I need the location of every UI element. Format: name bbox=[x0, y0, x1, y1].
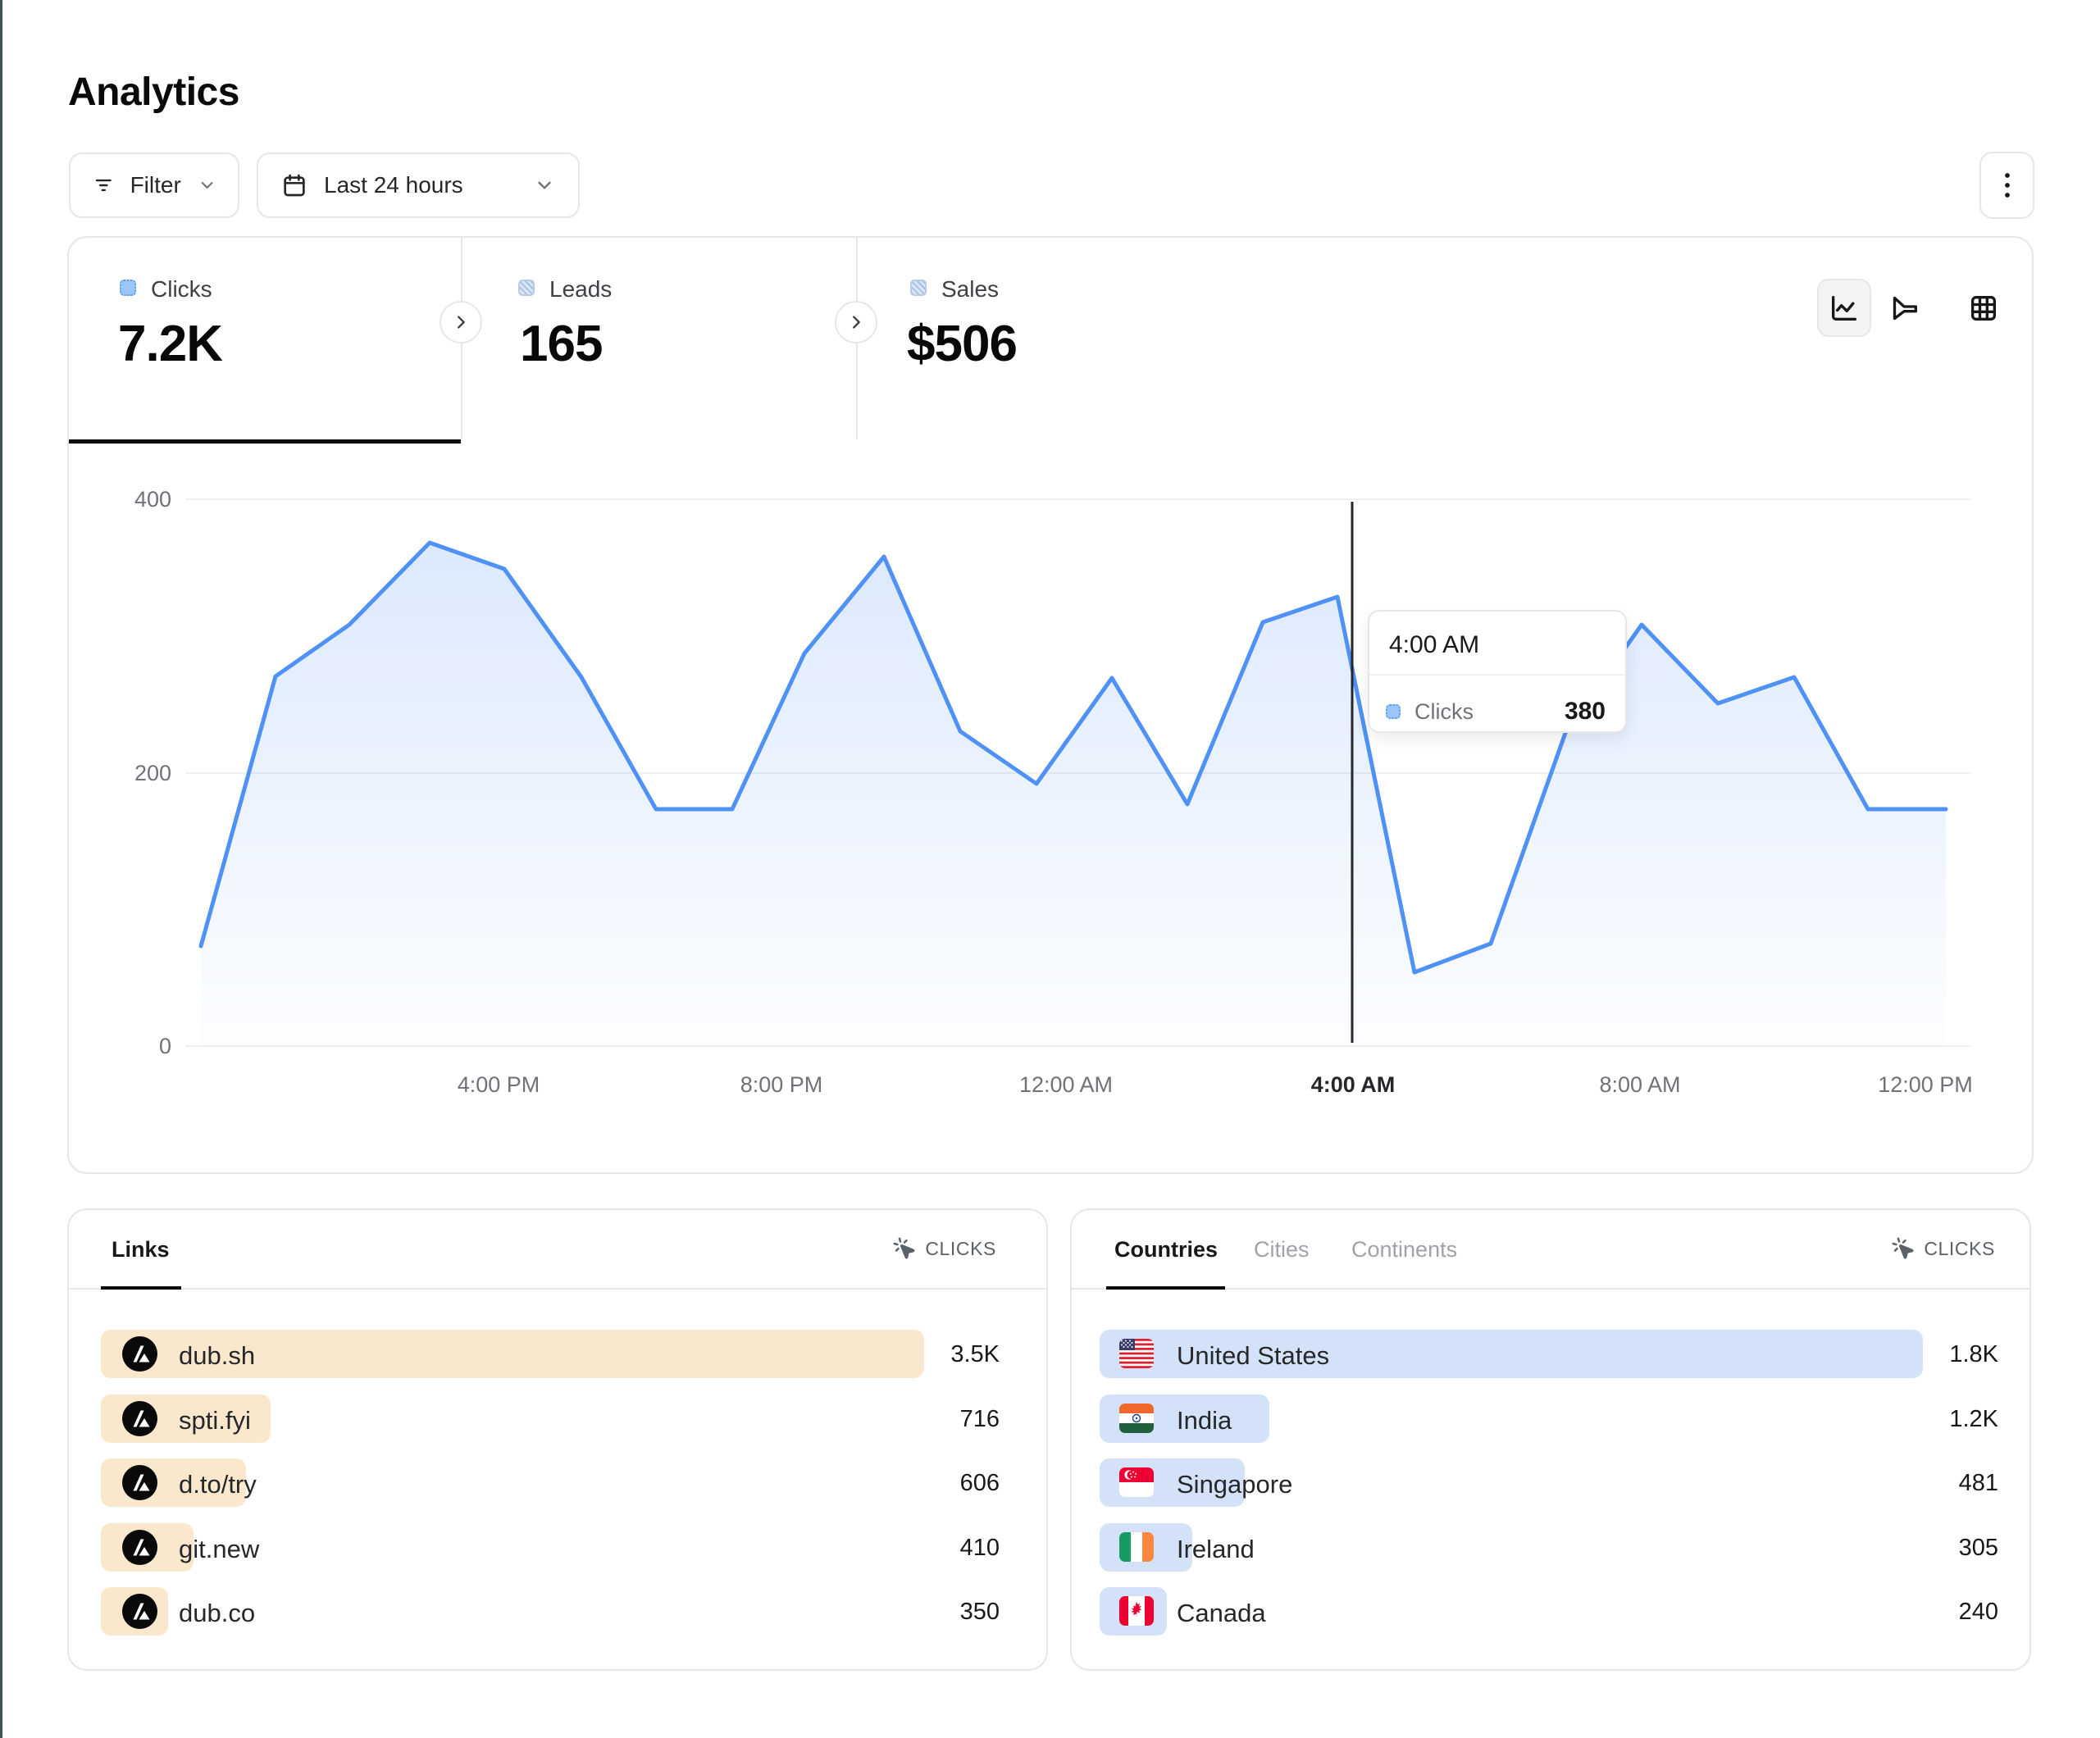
svg-text:400: 400 bbox=[134, 487, 171, 512]
svg-text:4:00 AM: 4:00 AM bbox=[1311, 1072, 1396, 1097]
svg-text:4:00 PM: 4:00 PM bbox=[458, 1072, 540, 1097]
svg-text:8:00 AM: 8:00 AM bbox=[1599, 1072, 1680, 1097]
svg-text:0: 0 bbox=[159, 1034, 171, 1058]
svg-text:12:00 PM: 12:00 PM bbox=[1878, 1072, 1973, 1097]
svg-text:200: 200 bbox=[134, 761, 171, 785]
svg-text:12:00 AM: 12:00 AM bbox=[1019, 1072, 1113, 1097]
svg-text:8:00 PM: 8:00 PM bbox=[740, 1072, 823, 1097]
